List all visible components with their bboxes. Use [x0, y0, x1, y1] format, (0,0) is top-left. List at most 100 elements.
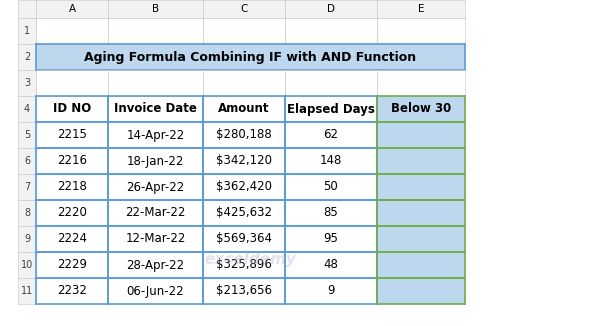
Bar — [108, 174, 203, 200]
Bar — [377, 148, 465, 174]
Bar — [377, 200, 465, 226]
Bar — [36, 174, 108, 200]
Bar — [203, 200, 285, 226]
Bar — [285, 200, 377, 226]
Bar — [377, 0, 465, 18]
Text: 28-Apr-22: 28-Apr-22 — [127, 259, 184, 272]
Bar — [203, 174, 285, 200]
Bar — [108, 226, 203, 252]
Bar — [203, 252, 285, 278]
Text: D: D — [327, 4, 335, 14]
Text: Invoice Date: Invoice Date — [114, 102, 197, 115]
Bar — [108, 278, 203, 304]
Bar — [377, 18, 465, 44]
Bar — [18, 0, 36, 18]
Bar — [285, 278, 377, 304]
Bar — [377, 96, 465, 122]
Text: C: C — [240, 4, 248, 14]
Bar — [18, 44, 36, 70]
Text: 62: 62 — [323, 128, 339, 141]
Text: 22-Mar-22: 22-Mar-22 — [125, 206, 186, 219]
Text: 7: 7 — [24, 182, 30, 192]
Bar — [36, 0, 108, 18]
Bar — [203, 70, 285, 96]
Bar — [108, 0, 203, 18]
Bar — [18, 278, 36, 304]
Text: 50: 50 — [323, 181, 338, 194]
Bar — [285, 70, 377, 96]
Bar — [285, 252, 377, 278]
Text: 148: 148 — [320, 155, 342, 168]
Bar — [18, 122, 36, 148]
Text: $213,656: $213,656 — [216, 285, 272, 298]
Bar — [36, 122, 108, 148]
Bar — [377, 122, 465, 148]
Bar — [36, 226, 108, 252]
Text: Aging Formula Combining IF with AND Function: Aging Formula Combining IF with AND Func… — [84, 51, 416, 64]
Bar — [285, 174, 377, 200]
Text: 14-Apr-22: 14-Apr-22 — [127, 128, 184, 141]
Text: 11: 11 — [21, 286, 33, 296]
Bar — [285, 148, 377, 174]
Bar — [36, 70, 108, 96]
Bar — [108, 148, 203, 174]
Bar — [18, 174, 36, 200]
Text: 2: 2 — [24, 52, 30, 62]
Bar — [108, 200, 203, 226]
Bar — [36, 148, 108, 174]
Bar — [377, 174, 465, 200]
Text: 85: 85 — [323, 206, 338, 219]
Bar — [377, 70, 465, 96]
Bar — [285, 0, 377, 18]
Bar — [18, 96, 36, 122]
Text: $362,420: $362,420 — [216, 181, 272, 194]
Text: Below 30: Below 30 — [391, 102, 451, 115]
Text: 2229: 2229 — [57, 259, 87, 272]
Text: 2215: 2215 — [57, 128, 87, 141]
Text: $325,896: $325,896 — [216, 259, 272, 272]
Bar — [18, 18, 36, 44]
Bar — [108, 70, 203, 96]
Bar — [203, 96, 285, 122]
Bar — [36, 96, 108, 122]
Text: ID NO: ID NO — [53, 102, 91, 115]
Bar — [108, 252, 203, 278]
Bar — [377, 226, 465, 252]
Text: exceldemy: exceldemy — [204, 252, 296, 267]
Text: 2232: 2232 — [57, 285, 87, 298]
Bar — [203, 122, 285, 148]
Text: $425,632: $425,632 — [216, 206, 272, 219]
Text: 8: 8 — [24, 208, 30, 218]
Bar — [203, 18, 285, 44]
Bar — [18, 226, 36, 252]
Text: 9: 9 — [327, 285, 335, 298]
Text: 10: 10 — [21, 260, 33, 270]
Text: 2220: 2220 — [57, 206, 87, 219]
Text: 2216: 2216 — [57, 155, 87, 168]
Text: 1: 1 — [24, 26, 30, 36]
Bar — [203, 278, 285, 304]
Text: 18-Jan-22: 18-Jan-22 — [127, 155, 184, 168]
Bar — [36, 200, 108, 226]
Text: $342,120: $342,120 — [216, 155, 272, 168]
Text: B: B — [152, 4, 159, 14]
Text: Amount: Amount — [219, 102, 270, 115]
Bar — [18, 148, 36, 174]
Text: 2218: 2218 — [57, 181, 87, 194]
Bar — [377, 252, 465, 278]
Text: $280,188: $280,188 — [216, 128, 272, 141]
Bar — [203, 226, 285, 252]
Bar — [108, 96, 203, 122]
Bar — [285, 122, 377, 148]
Bar — [18, 200, 36, 226]
Bar — [18, 70, 36, 96]
Text: 4: 4 — [24, 104, 30, 114]
Bar — [203, 0, 285, 18]
Bar — [36, 44, 465, 70]
Text: 6: 6 — [24, 156, 30, 166]
Text: 06-Jun-22: 06-Jun-22 — [127, 285, 184, 298]
Bar — [18, 252, 36, 278]
Bar — [203, 148, 285, 174]
Text: E: E — [418, 4, 424, 14]
Bar — [285, 18, 377, 44]
